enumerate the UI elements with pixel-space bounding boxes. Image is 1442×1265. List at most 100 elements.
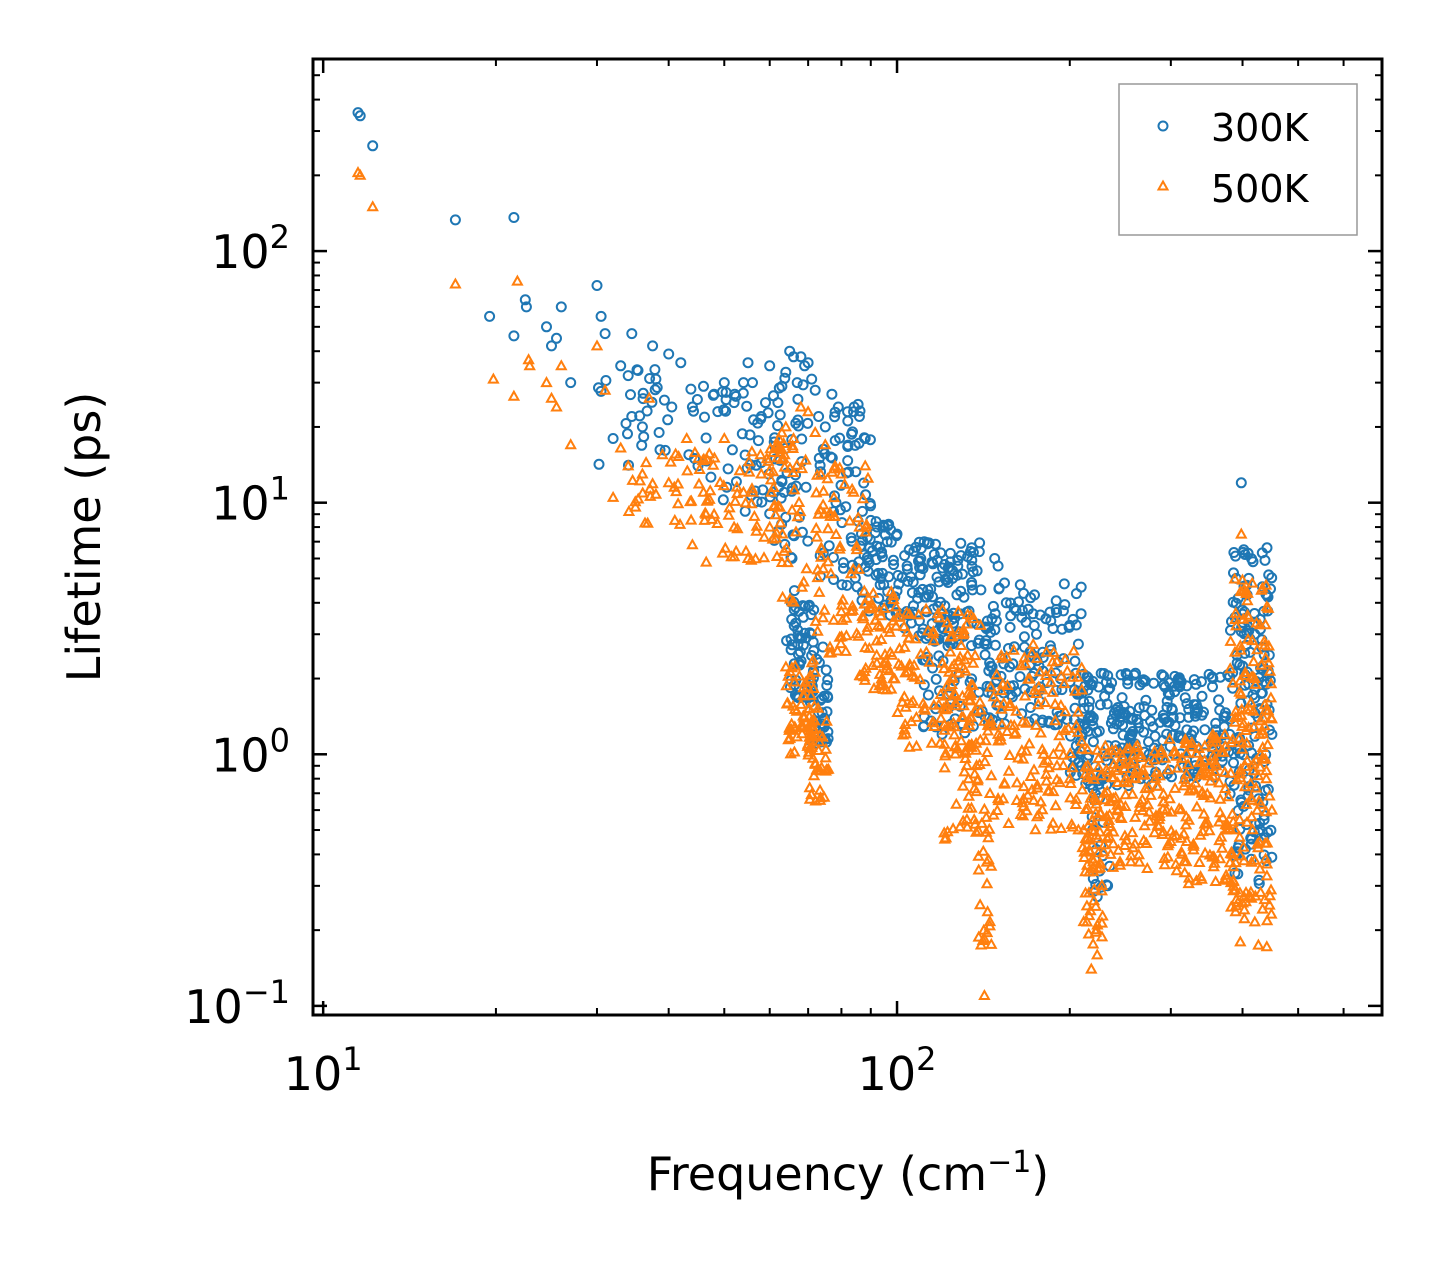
scatter-point-500k bbox=[846, 562, 860, 574]
scatter-point-300k bbox=[992, 560, 1004, 572]
scatter-point-500k bbox=[870, 648, 883, 660]
scatter-point-300k bbox=[776, 380, 788, 392]
scatter-point-500k bbox=[1222, 790, 1235, 802]
scatter-point-300k bbox=[1181, 724, 1193, 736]
scatter-point-300k bbox=[705, 471, 717, 483]
scatter-point-300k bbox=[1016, 611, 1028, 623]
scatter-point-500k bbox=[861, 620, 875, 632]
scatter-point-500k bbox=[987, 690, 1000, 702]
scatter-point-500k bbox=[1248, 671, 1261, 683]
scatter-point-500k bbox=[1165, 805, 1178, 817]
scatter-point-500k bbox=[1174, 831, 1188, 843]
scatter-point-300k bbox=[1133, 702, 1145, 714]
scatter-point-500k bbox=[1133, 855, 1146, 867]
scatter-point-300k bbox=[730, 476, 742, 488]
scatter-point-300k bbox=[1213, 694, 1225, 706]
scatter-point-500k bbox=[1252, 794, 1266, 806]
scatter-point-300k bbox=[1128, 669, 1140, 681]
scatter-point-300k bbox=[907, 576, 919, 588]
scatter-point-500k bbox=[843, 514, 856, 526]
scatter-point-500k bbox=[708, 451, 721, 463]
scatter-point-500k bbox=[1113, 757, 1126, 769]
scatter-point-500k bbox=[1264, 711, 1278, 723]
scatter-point-500k bbox=[1259, 618, 1272, 630]
scatter-point-500k bbox=[1148, 744, 1161, 756]
scatter-point-300k bbox=[935, 547, 947, 559]
scatter-point-300k bbox=[1037, 714, 1048, 726]
scatter-point-500k bbox=[1129, 772, 1142, 784]
scatter-point-500k bbox=[1080, 771, 1094, 783]
scatter-point-300k bbox=[1000, 597, 1012, 609]
scatter-point-500k bbox=[1017, 780, 1030, 792]
scatter-point-300k bbox=[1059, 599, 1071, 611]
scatter-point-500k bbox=[874, 620, 887, 632]
scatter-point-500k bbox=[860, 624, 874, 636]
scatter-point-500k bbox=[1071, 725, 1085, 737]
scatter-point-300k bbox=[955, 585, 967, 597]
scatter-point-500k bbox=[1224, 634, 1237, 646]
scatter-point-500k bbox=[909, 632, 922, 644]
scatter-point-500k bbox=[814, 541, 828, 553]
scatter-point-300k bbox=[1247, 556, 1259, 568]
scatter-point-500k bbox=[1119, 799, 1132, 811]
scatter-point-300k bbox=[449, 214, 461, 226]
scatter-point-500k bbox=[1259, 578, 1273, 590]
scatter-point-500k bbox=[1240, 703, 1253, 715]
scatter-point-500k bbox=[1157, 787, 1170, 799]
scatter-point-500k bbox=[1212, 815, 1226, 827]
scatter-point-500k bbox=[1076, 783, 1089, 795]
scatter-point-500k bbox=[1254, 747, 1267, 759]
scatter-point-500k bbox=[1054, 698, 1068, 710]
scatter-point-500k bbox=[1240, 815, 1254, 827]
scatter-point-500k bbox=[550, 400, 563, 412]
scatter-point-300k bbox=[1022, 603, 1034, 615]
scatter-point-500k bbox=[1207, 860, 1220, 872]
scatter-point-500k bbox=[937, 662, 951, 674]
scatter-point-500k bbox=[1253, 862, 1267, 874]
scatter-point-500k bbox=[1066, 820, 1080, 832]
scatter-point-300k bbox=[1018, 631, 1030, 643]
scatter-point-500k bbox=[1075, 683, 1089, 695]
scatter-point-500k bbox=[901, 665, 915, 677]
scatter-point-500k bbox=[816, 562, 830, 574]
scatter-point-500k bbox=[1119, 788, 1132, 800]
scatter-point-300k bbox=[1196, 690, 1208, 702]
scatter-point-500k bbox=[956, 689, 969, 701]
scatter-point-500k bbox=[698, 513, 711, 525]
scatter-point-300k bbox=[508, 330, 520, 342]
scatter-point-500k bbox=[813, 728, 827, 740]
scatter-point-500k bbox=[934, 711, 948, 723]
scatter-point-500k bbox=[1229, 606, 1242, 618]
scatter-point-300k bbox=[993, 583, 1005, 595]
scatter-point-300k bbox=[792, 630, 804, 642]
scatter-point-300k bbox=[541, 321, 552, 333]
scatter-point-500k bbox=[633, 474, 647, 486]
scatter-point-500k bbox=[1229, 823, 1242, 835]
scatter-point-300k bbox=[620, 418, 632, 429]
scatter-point-300k bbox=[1037, 646, 1049, 658]
scatter-point-500k bbox=[1260, 940, 1274, 952]
scatter-point-500k bbox=[1203, 824, 1216, 836]
scatter-point-500k bbox=[728, 494, 742, 506]
scatter-point-500k bbox=[810, 486, 823, 498]
scatter-point-500k bbox=[703, 447, 716, 459]
scatter-point-500k bbox=[1132, 848, 1146, 860]
scatter-point-500k bbox=[850, 543, 864, 555]
scatter-point-500k bbox=[711, 516, 724, 528]
scatter-point-300k bbox=[1210, 717, 1222, 729]
scatter-point-500k bbox=[820, 763, 834, 775]
scatter-point-300k bbox=[878, 521, 890, 533]
scatter-point-500k bbox=[1029, 718, 1043, 730]
scatter-point-500k bbox=[1103, 808, 1116, 820]
scatter-point-500k bbox=[1190, 800, 1204, 812]
scatter-point-300k bbox=[806, 373, 818, 385]
scatter-point-500k bbox=[829, 527, 843, 539]
scatter-point-500k bbox=[1081, 831, 1094, 843]
scatter-point-500k bbox=[1093, 825, 1107, 837]
scatter-point-500k bbox=[1085, 823, 1099, 835]
scatter-point-500k bbox=[729, 544, 743, 556]
scatter-point-500k bbox=[1007, 643, 1020, 655]
scatter-point-500k bbox=[1241, 632, 1255, 644]
scatter-point-500k bbox=[796, 688, 810, 700]
scatter-point-500k bbox=[564, 438, 577, 450]
